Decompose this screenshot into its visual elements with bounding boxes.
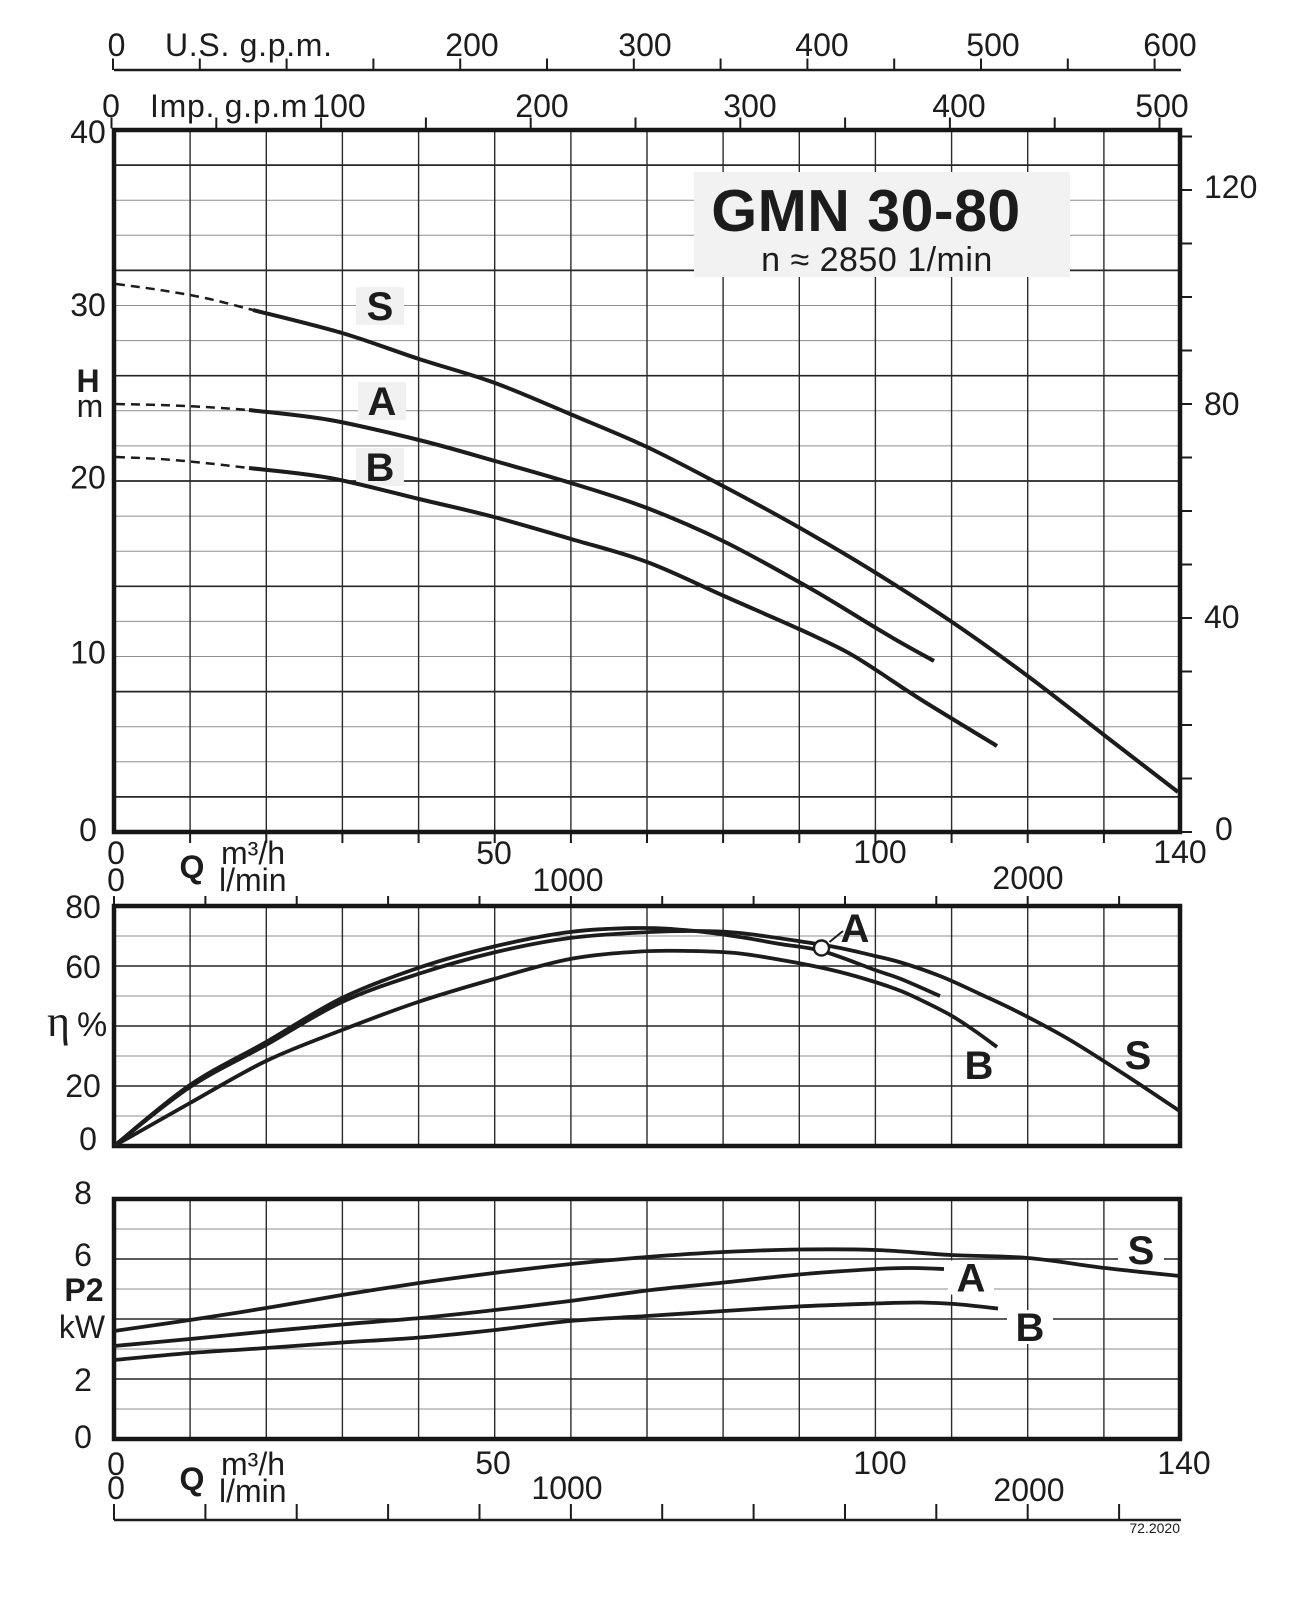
svg-text:60: 60	[65, 949, 101, 985]
svg-text:B: B	[1016, 1306, 1045, 1350]
svg-text:η%: η%	[47, 997, 107, 1046]
svg-text:0: 0	[79, 1121, 97, 1157]
svg-text:1000: 1000	[532, 862, 603, 898]
svg-text:0: 0	[107, 1470, 125, 1506]
svg-text:2000: 2000	[992, 860, 1063, 896]
svg-text:S: S	[367, 285, 394, 329]
svg-text:l/min: l/min	[219, 862, 287, 898]
svg-text:140: 140	[1153, 834, 1206, 870]
svg-text:400: 400	[932, 88, 985, 124]
svg-text:0: 0	[108, 27, 126, 63]
svg-text:A: A	[368, 380, 397, 424]
svg-text:30: 30	[70, 287, 106, 323]
svg-text:B: B	[366, 446, 395, 490]
svg-text:0: 0	[107, 862, 125, 898]
svg-text:U.S. g.p.m.: U.S. g.p.m.	[165, 27, 333, 63]
svg-text:140: 140	[1157, 1445, 1210, 1481]
svg-text:300: 300	[723, 88, 776, 124]
svg-text:0: 0	[102, 88, 120, 124]
svg-text:2000: 2000	[993, 1472, 1064, 1508]
svg-text:Imp. g.p.m: Imp. g.p.m	[150, 88, 308, 124]
svg-text:m³/h: m³/h	[221, 1446, 285, 1482]
svg-text:20: 20	[70, 460, 106, 496]
svg-text:0: 0	[107, 1446, 125, 1482]
svg-text:500: 500	[966, 27, 1019, 63]
svg-text:0: 0	[107, 835, 125, 871]
svg-text:A: A	[841, 907, 870, 951]
svg-text:S: S	[1128, 1229, 1155, 1273]
svg-text:S: S	[1125, 1034, 1152, 1078]
svg-text:P2: P2	[64, 1272, 103, 1308]
svg-text:A: A	[957, 1257, 986, 1301]
svg-text:120: 120	[1204, 169, 1257, 205]
svg-text:n ≈ 2850 1/min: n ≈ 2850 1/min	[761, 241, 993, 279]
svg-text:0: 0	[79, 812, 97, 848]
svg-text:600: 600	[1143, 27, 1196, 63]
svg-text:200: 200	[445, 27, 498, 63]
svg-text:50: 50	[476, 835, 512, 871]
svg-text:0: 0	[74, 1419, 92, 1455]
svg-text:8: 8	[74, 1175, 92, 1211]
svg-text:GMN 30-80: GMN 30-80	[711, 178, 1020, 244]
svg-text:H: H	[76, 363, 99, 399]
svg-text:B: B	[965, 1044, 994, 1088]
svg-text:20: 20	[65, 1068, 101, 1104]
svg-text:0: 0	[1215, 811, 1233, 847]
svg-text:m³/h: m³/h	[221, 835, 285, 871]
svg-text:200: 200	[515, 88, 568, 124]
svg-text:10: 10	[70, 635, 106, 671]
svg-text:Q: Q	[180, 849, 205, 885]
svg-text:40: 40	[70, 114, 106, 150]
svg-text:80: 80	[65, 889, 101, 925]
svg-text:2: 2	[74, 1362, 92, 1398]
svg-text:80: 80	[1204, 386, 1240, 422]
svg-text:1000: 1000	[531, 1470, 602, 1506]
svg-text:50: 50	[475, 1445, 511, 1481]
svg-text:500: 500	[1135, 88, 1188, 124]
svg-text:Q: Q	[180, 1461, 205, 1497]
svg-text:l/min: l/min	[219, 1473, 287, 1509]
svg-text:100: 100	[853, 834, 906, 870]
svg-text:100: 100	[853, 1445, 906, 1481]
svg-text:72.2020: 72.2020	[1129, 1520, 1180, 1536]
svg-text:400: 400	[795, 27, 848, 63]
svg-text:m: m	[77, 388, 104, 424]
svg-text:40: 40	[1204, 599, 1240, 635]
svg-text:6: 6	[74, 1237, 92, 1273]
svg-text:300: 300	[618, 27, 671, 63]
svg-text:kW: kW	[59, 1309, 106, 1345]
